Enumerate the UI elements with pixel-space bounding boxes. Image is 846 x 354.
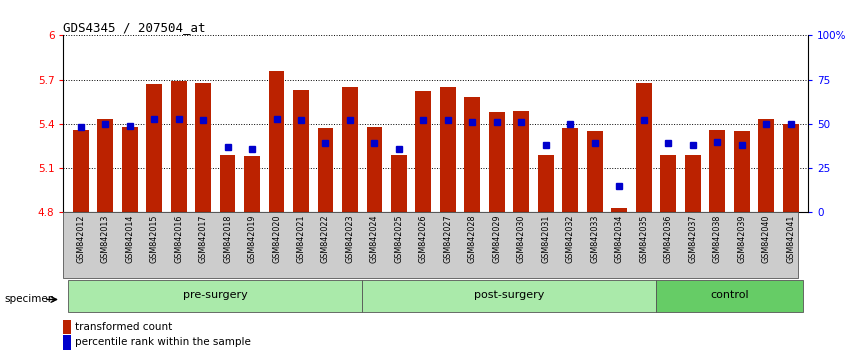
Bar	[661, 155, 676, 212]
Text: GSM842016: GSM842016	[174, 215, 183, 263]
Bar	[733, 131, 750, 212]
Text: specimen: specimen	[4, 294, 55, 304]
Text: GSM842017: GSM842017	[199, 215, 207, 263]
Text: GSM842022: GSM842022	[321, 215, 330, 263]
Text: GSM842034: GSM842034	[615, 215, 624, 263]
Bar	[612, 208, 628, 212]
Bar	[563, 128, 579, 212]
Text: GSM842040: GSM842040	[761, 215, 771, 263]
Bar	[268, 71, 284, 212]
FancyBboxPatch shape	[69, 280, 362, 312]
Bar	[366, 127, 382, 212]
Text: GSM842015: GSM842015	[150, 215, 158, 263]
Bar	[538, 155, 554, 212]
Text: GSM842023: GSM842023	[345, 215, 354, 263]
Text: GSM842032: GSM842032	[566, 215, 575, 263]
Text: transformed count: transformed count	[75, 321, 173, 332]
Bar	[146, 84, 162, 212]
Bar	[391, 155, 407, 212]
Bar	[171, 81, 186, 212]
Text: GSM842029: GSM842029	[492, 215, 502, 263]
FancyBboxPatch shape	[656, 280, 803, 312]
Bar	[514, 110, 530, 212]
Bar	[342, 87, 358, 212]
Text: GSM842012: GSM842012	[76, 215, 85, 263]
Text: GSM842021: GSM842021	[296, 215, 305, 263]
Text: percentile rank within the sample: percentile rank within the sample	[75, 337, 251, 347]
Text: GSM842019: GSM842019	[248, 215, 256, 263]
Bar	[709, 130, 725, 212]
Text: GSM842033: GSM842033	[591, 215, 599, 263]
Text: GSM842027: GSM842027	[443, 215, 453, 263]
Bar	[220, 155, 235, 212]
Bar	[464, 97, 481, 212]
Text: GSM842030: GSM842030	[517, 215, 526, 263]
Text: post-surgery: post-surgery	[474, 290, 544, 300]
Bar	[636, 82, 651, 212]
Text: pre-surgery: pre-surgery	[183, 290, 248, 300]
Bar	[97, 120, 113, 212]
Bar	[63, 320, 71, 334]
Bar	[783, 124, 799, 212]
Text: GSM842013: GSM842013	[101, 215, 110, 263]
Text: GSM842018: GSM842018	[223, 215, 232, 263]
Text: GSM842028: GSM842028	[468, 215, 477, 263]
Text: GSM842041: GSM842041	[786, 215, 795, 263]
Text: control: control	[711, 290, 749, 300]
Bar	[440, 87, 456, 212]
Bar	[63, 335, 71, 349]
Bar	[317, 128, 333, 212]
Text: GSM842014: GSM842014	[125, 215, 134, 263]
Text: GSM842039: GSM842039	[738, 215, 746, 263]
Text: GSM842037: GSM842037	[689, 215, 697, 263]
Bar	[73, 130, 89, 212]
Bar	[122, 127, 138, 212]
Text: GSM842038: GSM842038	[713, 215, 722, 263]
FancyBboxPatch shape	[63, 212, 798, 278]
Bar	[587, 131, 603, 212]
Text: GSM842020: GSM842020	[272, 215, 281, 263]
Bar	[685, 155, 700, 212]
Text: GDS4345 / 207504_at: GDS4345 / 207504_at	[63, 21, 206, 34]
Bar	[195, 82, 211, 212]
Bar	[415, 91, 431, 212]
Text: GSM842035: GSM842035	[640, 215, 648, 263]
FancyBboxPatch shape	[362, 280, 656, 312]
Bar	[293, 90, 309, 212]
Bar	[244, 156, 260, 212]
Text: GSM842031: GSM842031	[541, 215, 551, 263]
Bar	[489, 112, 505, 212]
Text: GSM842036: GSM842036	[664, 215, 673, 263]
Text: GSM842025: GSM842025	[394, 215, 404, 263]
Bar	[758, 120, 774, 212]
Text: GSM842024: GSM842024	[370, 215, 379, 263]
Text: GSM842026: GSM842026	[419, 215, 428, 263]
